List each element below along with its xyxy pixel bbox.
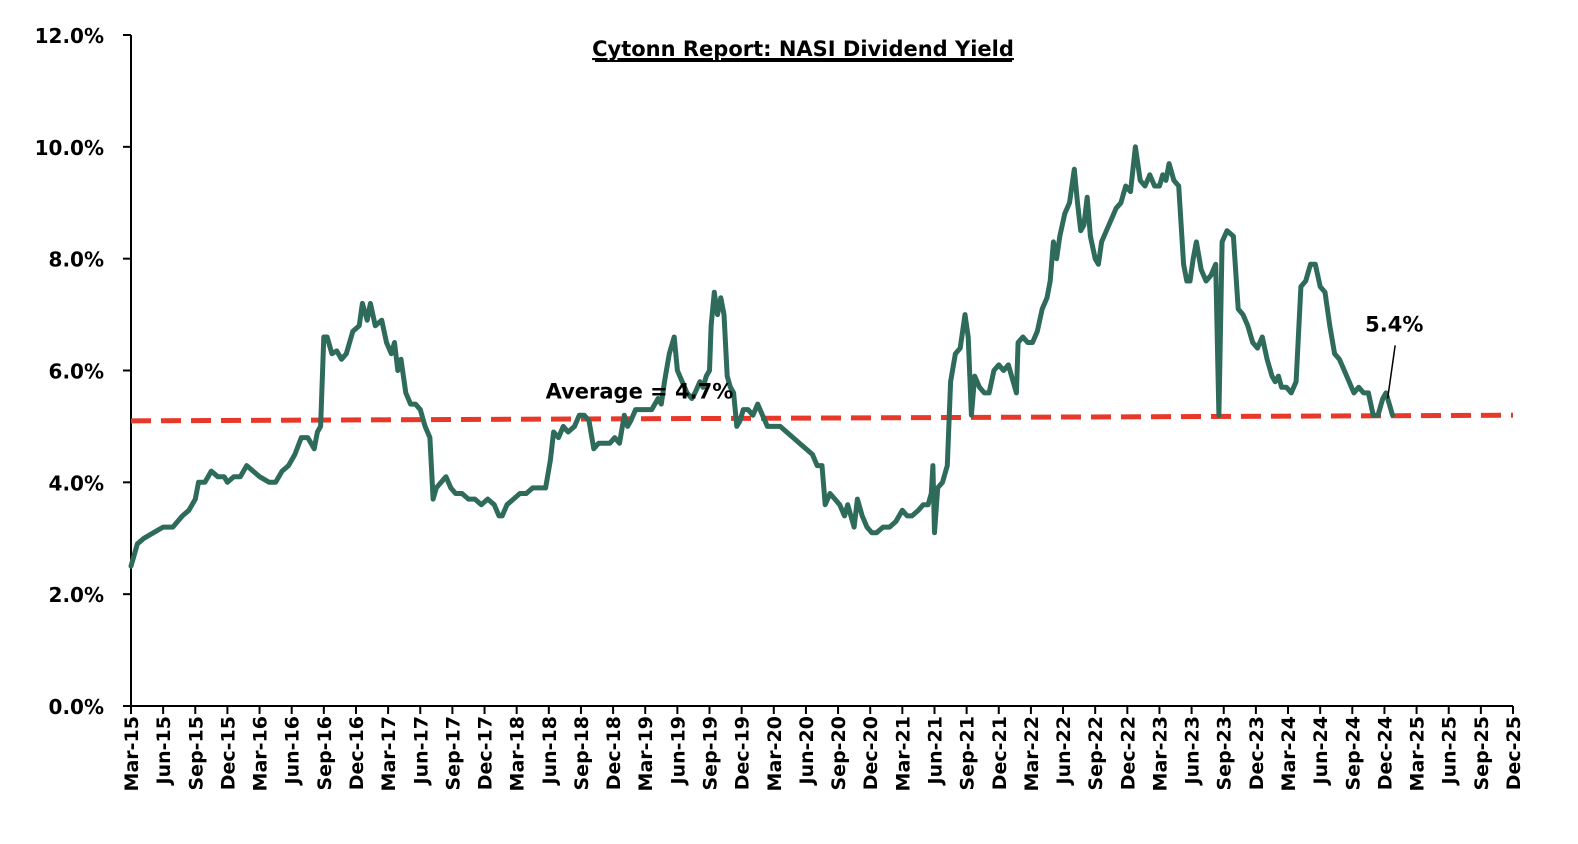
- x-tick-label: Sep-24: [1342, 716, 1364, 791]
- x-tick-label: Jun-20: [796, 716, 818, 786]
- x-tick-label: Mar-15: [121, 716, 143, 791]
- x-tick-label: Dec-21: [989, 716, 1011, 790]
- x-tick-label: Dec-17: [475, 716, 497, 790]
- series-line-nasi-dividend-yield: [128, 144, 1395, 569]
- x-tick-label: Sep-25: [1471, 716, 1493, 791]
- x-tick-label: Dec-25: [1503, 716, 1525, 790]
- x-tick-label: Mar-17: [378, 716, 400, 791]
- x-tick-label: Mar-24: [1278, 716, 1300, 791]
- x-tick-label: Dec-15: [217, 716, 239, 790]
- x-tick-label: Mar-23: [1149, 716, 1171, 791]
- latest-value-leader-line: [1386, 345, 1396, 399]
- x-tick-label: Sep-16: [314, 716, 336, 791]
- x-tick-label: Sep-18: [571, 716, 593, 791]
- average-reference-line: [130, 412, 1514, 424]
- y-tick-label: 0.0%: [49, 695, 104, 719]
- x-tick-label: Jun-19: [667, 716, 689, 786]
- x-tick-label: Mar-18: [507, 716, 529, 791]
- x-tick-label: Jun-17: [410, 716, 432, 786]
- y-axis: 0.0% 2.0% 4.0% 6.0% 8.0% 10.0% 12.0%: [35, 24, 132, 719]
- x-tick-label: Mar-25: [1407, 716, 1429, 791]
- x-tick-label: Dec-23: [1246, 716, 1268, 790]
- x-tick-label: Dec-22: [1117, 716, 1139, 790]
- x-tick-label: Mar-22: [1021, 716, 1043, 791]
- x-tick-label: Jun-25: [1439, 716, 1461, 786]
- x-tick-label: Jun-21: [924, 716, 946, 786]
- x-tick-label: Jun-18: [539, 716, 561, 786]
- y-tick-label: 8.0%: [49, 248, 104, 272]
- chart-title: Cytonn Report: NASI Dividend Yield: [592, 37, 1014, 61]
- y-tick-label: 6.0%: [49, 360, 104, 384]
- average-line: [130, 412, 1514, 424]
- x-tick-label: Sep-23: [1214, 716, 1236, 791]
- x-tick-label: Sep-22: [1085, 716, 1107, 791]
- x-tick-label: Sep-15: [185, 716, 207, 791]
- latest-value-label: 5.4%: [1365, 312, 1423, 336]
- x-tick-label: Mar-21: [892, 716, 914, 791]
- x-tick-label: Jun-24: [1310, 716, 1332, 786]
- y-tick-label: 10.0%: [35, 136, 104, 160]
- x-tick-label: Jun-23: [1182, 716, 1204, 786]
- x-tick-label: Dec-24: [1374, 716, 1396, 790]
- annotations: Average = 4.7% 5.4%: [546, 312, 1424, 403]
- y-tick-label: 12.0%: [35, 24, 104, 48]
- average-label: Average = 4.7%: [546, 379, 734, 403]
- series-group: [128, 144, 1395, 569]
- x-tick-label: Jun-16: [282, 716, 304, 786]
- x-tick-label: Jun-22: [1053, 716, 1075, 786]
- x-tick-label: Sep-17: [442, 716, 464, 791]
- x-tick-label: Dec-19: [732, 716, 754, 790]
- y-tick-label: 4.0%: [49, 471, 104, 495]
- x-tick-label: Dec-16: [346, 716, 368, 790]
- x-tick-label: Dec-20: [860, 716, 882, 790]
- x-tick-label: Jun-15: [153, 716, 175, 786]
- x-tick-label: Sep-21: [957, 716, 979, 791]
- x-tick-label: Sep-19: [700, 716, 722, 791]
- x-tick-label: Dec-18: [603, 716, 625, 790]
- x-tick-label: Mar-19: [635, 716, 657, 791]
- x-tick-label: Mar-20: [764, 716, 786, 791]
- y-tick-label: 2.0%: [49, 583, 104, 607]
- x-axis: Mar-15 Jun-15 Sep-15 Dec-15 Mar-16 Jun-16 Sep-…: [121, 705, 1525, 791]
- x-tick-label: Mar-16: [250, 716, 272, 791]
- x-tick-label: Sep-20: [828, 716, 850, 791]
